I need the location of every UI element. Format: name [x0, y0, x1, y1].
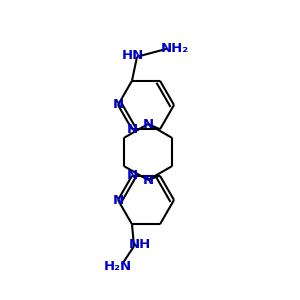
Text: N: N: [142, 118, 154, 130]
Text: N: N: [112, 98, 124, 112]
Text: HN: HN: [122, 49, 144, 62]
Text: N: N: [112, 194, 124, 206]
Text: NH: NH: [129, 238, 151, 251]
Text: N: N: [126, 123, 138, 136]
Text: H₂N: H₂N: [104, 260, 132, 273]
Text: N: N: [142, 173, 154, 187]
Text: NH₂: NH₂: [161, 42, 189, 55]
Text: N: N: [126, 169, 138, 182]
